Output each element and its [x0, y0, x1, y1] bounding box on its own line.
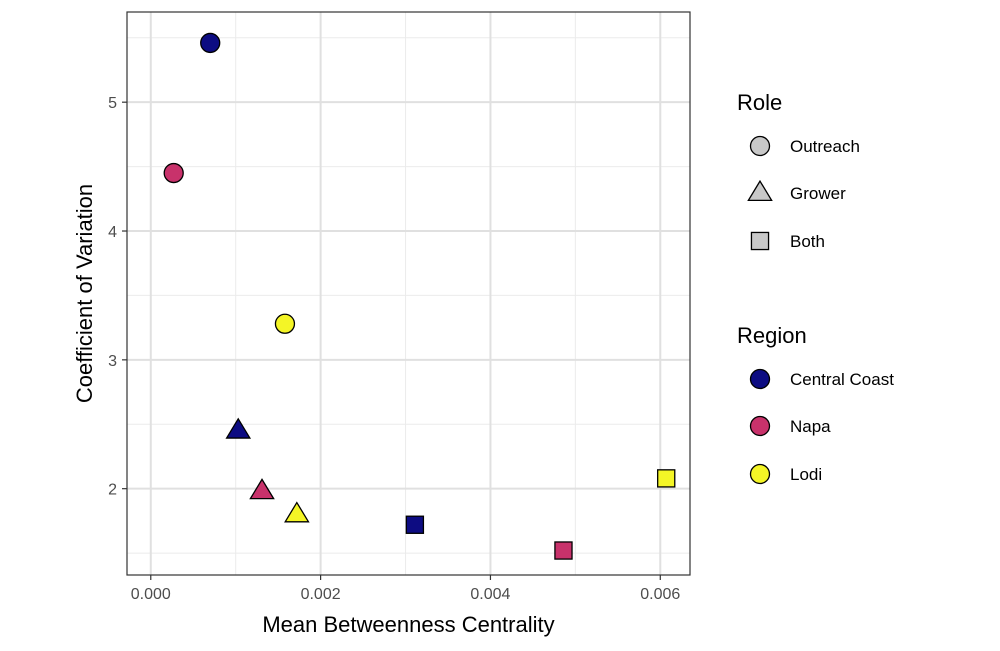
x-tick-label: 0.000 — [131, 586, 171, 603]
y-axis: 2 3 4 5 — [108, 95, 127, 499]
legend: Role Outreach Grower Both Region Central Coas… — [737, 90, 894, 485]
x-axis: 0.000 0.002 0.004 0.006 — [131, 575, 680, 603]
data-point — [200, 32, 221, 54]
legend-label: Napa — [790, 417, 831, 436]
data-point — [163, 162, 184, 184]
legend-key — [749, 415, 771, 437]
legend-key — [749, 135, 771, 157]
y-tick-label: 2 — [108, 482, 117, 499]
major-grid — [127, 12, 690, 575]
legend-label: Outreach — [790, 137, 860, 156]
y-tick-label: 5 — [108, 95, 117, 112]
x-tick-label: 0.004 — [470, 586, 510, 603]
legend-key — [749, 368, 771, 390]
legend-label: Lodi — [790, 465, 822, 484]
legend-title: Role — [737, 90, 782, 115]
x-tick-label: 0.006 — [640, 586, 680, 603]
data-point — [657, 469, 676, 488]
x-axis-title: Mean Betweenness Centrality — [262, 612, 554, 637]
data-point — [249, 478, 275, 500]
y-tick-label: 3 — [108, 353, 117, 370]
data-points — [163, 32, 676, 560]
data-point — [225, 417, 252, 439]
data-point — [274, 313, 296, 334]
minor-grid — [127, 12, 690, 575]
legend-label: Both — [790, 232, 825, 251]
y-axis-title: Coefficient of Variation — [72, 184, 97, 403]
legend-title: Region — [737, 323, 807, 348]
data-point — [554, 541, 573, 560]
x-tick-label: 0.002 — [301, 586, 341, 603]
legend-key — [750, 231, 770, 251]
y-tick-label: 4 — [108, 224, 117, 241]
legend-key — [749, 463, 771, 485]
legend-label: Central Coast — [790, 370, 894, 389]
data-point — [284, 501, 310, 523]
legend-label: Grower — [790, 184, 846, 203]
legend-key — [747, 179, 773, 202]
plot-panel — [126, 11, 691, 576]
data-point — [405, 515, 425, 534]
